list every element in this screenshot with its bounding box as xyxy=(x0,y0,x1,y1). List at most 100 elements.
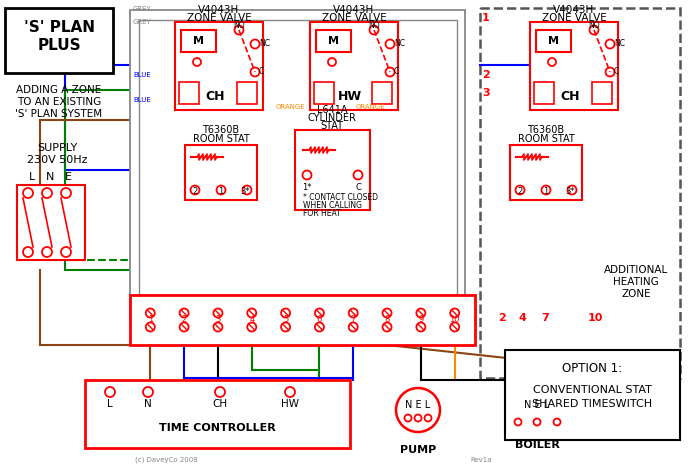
Bar xyxy=(372,82,392,104)
Text: OPTION 1:: OPTION 1: xyxy=(562,361,622,374)
Circle shape xyxy=(250,67,259,76)
Text: PUMP: PUMP xyxy=(400,445,436,455)
Text: ADDING A ZONE: ADDING A ZONE xyxy=(17,85,101,95)
Text: ROOM STAT: ROOM STAT xyxy=(193,134,249,144)
Circle shape xyxy=(542,185,551,195)
Text: NC: NC xyxy=(394,39,405,49)
Bar xyxy=(5,8,113,73)
Text: 2: 2 xyxy=(498,313,506,323)
Circle shape xyxy=(404,415,411,422)
Text: 1*: 1* xyxy=(302,183,312,191)
Text: V4043H: V4043H xyxy=(199,5,239,15)
Circle shape xyxy=(193,58,201,66)
Bar xyxy=(130,295,475,345)
Text: ADDITIONAL: ADDITIONAL xyxy=(604,265,668,275)
Text: 2: 2 xyxy=(518,188,522,197)
Text: 6: 6 xyxy=(317,315,322,324)
Text: 1: 1 xyxy=(482,13,490,23)
Text: 3*: 3* xyxy=(565,188,575,197)
Text: ZONE: ZONE xyxy=(621,289,651,299)
Circle shape xyxy=(415,415,422,422)
Text: (c) DaveyCo 2008: (c) DaveyCo 2008 xyxy=(135,457,198,463)
Text: V4043H: V4043H xyxy=(333,5,375,15)
Circle shape xyxy=(348,308,357,317)
Text: CH: CH xyxy=(213,399,228,409)
Text: WHEN CALLING: WHEN CALLING xyxy=(303,200,362,210)
Circle shape xyxy=(42,188,52,198)
Text: L: L xyxy=(107,399,113,409)
Bar xyxy=(480,8,680,378)
Text: 1: 1 xyxy=(218,188,224,197)
Text: 2: 2 xyxy=(193,188,197,197)
Text: M: M xyxy=(193,36,204,46)
Circle shape xyxy=(250,39,259,49)
Text: CH: CH xyxy=(560,89,580,102)
Circle shape xyxy=(42,247,52,257)
Bar xyxy=(181,30,216,52)
Text: ORANGE: ORANGE xyxy=(275,104,305,110)
Circle shape xyxy=(386,39,395,49)
Circle shape xyxy=(515,418,522,425)
Text: 3: 3 xyxy=(215,315,221,324)
Text: 7: 7 xyxy=(351,315,356,324)
Text: TO AN EXISTING: TO AN EXISTING xyxy=(17,97,101,107)
Bar xyxy=(534,82,554,104)
Circle shape xyxy=(215,387,225,397)
Circle shape xyxy=(61,188,71,198)
Circle shape xyxy=(515,185,524,195)
Circle shape xyxy=(382,322,391,331)
Circle shape xyxy=(281,308,290,317)
Bar xyxy=(592,82,612,104)
Text: 3*: 3* xyxy=(240,188,250,197)
Circle shape xyxy=(533,418,540,425)
Text: NO: NO xyxy=(233,22,245,30)
Circle shape xyxy=(179,322,188,331)
Bar xyxy=(185,145,257,200)
Text: C: C xyxy=(355,183,361,191)
Bar xyxy=(139,20,457,310)
Circle shape xyxy=(386,67,395,76)
Circle shape xyxy=(213,322,222,331)
Text: V4043H: V4043H xyxy=(553,5,595,15)
Circle shape xyxy=(143,387,153,397)
Text: HW: HW xyxy=(338,89,362,102)
Circle shape xyxy=(146,308,155,317)
Circle shape xyxy=(548,58,556,66)
Text: CONVENTIONAL STAT: CONVENTIONAL STAT xyxy=(533,385,651,395)
Text: BOILER: BOILER xyxy=(515,440,560,450)
Text: 7: 7 xyxy=(541,313,549,323)
Circle shape xyxy=(396,388,440,432)
Bar xyxy=(510,390,565,432)
Circle shape xyxy=(416,308,425,317)
Text: 9: 9 xyxy=(418,315,424,324)
Bar xyxy=(310,22,398,110)
Circle shape xyxy=(23,247,33,257)
Bar xyxy=(536,30,571,52)
Circle shape xyxy=(105,387,115,397)
Text: PLUS: PLUS xyxy=(37,38,81,53)
Text: 4: 4 xyxy=(518,313,526,323)
Circle shape xyxy=(416,322,425,331)
Circle shape xyxy=(315,308,324,317)
Text: 1: 1 xyxy=(544,188,549,197)
Circle shape xyxy=(424,415,431,422)
Circle shape xyxy=(382,308,391,317)
Text: ZONE VALVE: ZONE VALVE xyxy=(542,13,607,23)
Text: ZONE VALVE: ZONE VALVE xyxy=(186,13,251,23)
Text: 10: 10 xyxy=(587,313,602,323)
Bar xyxy=(85,380,350,448)
Circle shape xyxy=(190,185,199,195)
Text: 4: 4 xyxy=(249,315,255,324)
Text: NC: NC xyxy=(259,39,270,49)
Text: 'S' PLAN: 'S' PLAN xyxy=(23,20,95,35)
Text: L641A: L641A xyxy=(317,105,347,115)
Circle shape xyxy=(328,58,336,66)
Circle shape xyxy=(450,308,460,317)
Text: Rev1a: Rev1a xyxy=(470,457,491,463)
Circle shape xyxy=(23,188,33,198)
Circle shape xyxy=(179,308,188,317)
Bar xyxy=(316,30,351,52)
Text: BLUE: BLUE xyxy=(133,97,150,103)
Text: N E L: N E L xyxy=(406,400,431,410)
Text: GREY: GREY xyxy=(133,19,152,25)
